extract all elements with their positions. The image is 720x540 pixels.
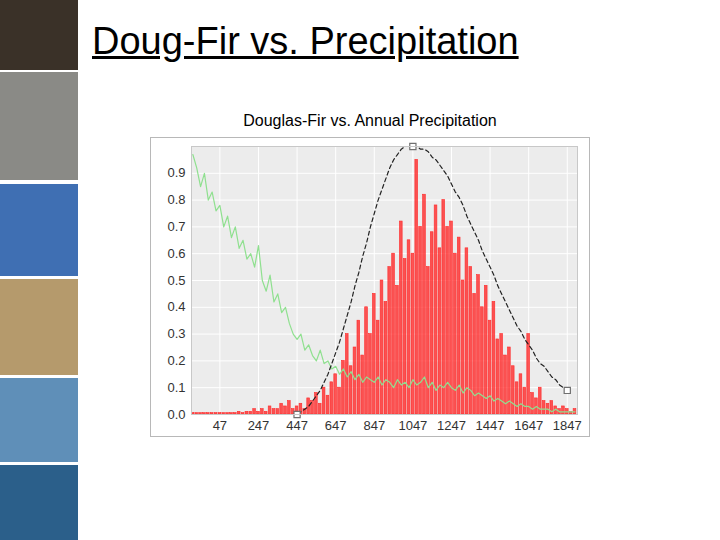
svg-text:0.7: 0.7: [167, 219, 185, 234]
html-text:Doug-Fir vs. Precipitation: Doug-Fir vs. Precipitation: [92, 20, 519, 62]
svg-text:0.1: 0.1: [167, 380, 185, 395]
svg-text:847: 847: [363, 418, 385, 433]
svg-text:447: 447: [286, 418, 308, 433]
svg-text:1647: 1647: [514, 418, 543, 433]
svg-text:0.3: 0.3: [167, 326, 185, 341]
svg-text:0.6: 0.6: [167, 246, 185, 261]
svg-text:0.2: 0.2: [167, 353, 185, 368]
svg-text:247: 247: [248, 418, 270, 433]
svg-text:0.9: 0.9: [167, 165, 185, 180]
svg-text:0.4: 0.4: [167, 299, 185, 314]
html-text:Douglas-Fir vs. Annual Precipi: Douglas-Fir vs. Annual Precipitation: [243, 112, 497, 129]
svg-text:47: 47: [213, 418, 227, 433]
svg-text:1447: 1447: [476, 418, 505, 433]
svg-text:0.0: 0.0: [167, 407, 185, 422]
svg-text:647: 647: [325, 418, 347, 433]
svg-text:1847: 1847: [553, 418, 582, 433]
svg-text:0.5: 0.5: [167, 273, 185, 288]
svg-text:0.8: 0.8: [167, 192, 185, 207]
svg-text:1047: 1047: [398, 418, 427, 433]
svg-text:1247: 1247: [437, 418, 466, 433]
